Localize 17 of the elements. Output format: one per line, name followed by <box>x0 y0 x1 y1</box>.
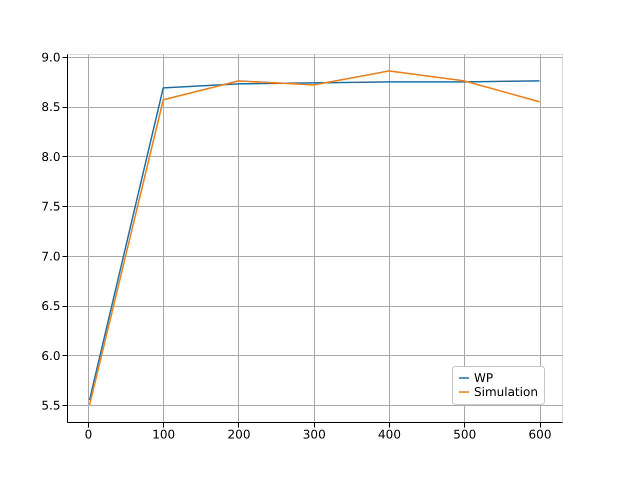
y-tick-label: 9.0 <box>41 50 60 64</box>
y-tick-label: 7.5 <box>41 200 60 214</box>
y-tick-label: 7.0 <box>41 249 60 264</box>
legend-label: Simulation <box>474 385 538 399</box>
y-tick-label: 6.0 <box>41 348 60 363</box>
y-tick-label: 6.5 <box>41 299 60 314</box>
x-tick-label: 400 <box>378 428 401 442</box>
x-tick-label: 100 <box>152 428 176 442</box>
x-tick-label: 500 <box>453 428 476 442</box>
x-tick-label: 200 <box>228 428 250 442</box>
x-tick-label: 600 <box>528 428 552 442</box>
y-tick-label: 5.5 <box>41 398 60 413</box>
x-tick-label: 300 <box>302 428 326 442</box>
x-tick-label: 0 <box>84 428 92 442</box>
y-tick-label: 8.5 <box>41 100 60 114</box>
legend-label: WP <box>474 371 494 385</box>
y-tick-label: 8.0 <box>41 150 60 164</box>
